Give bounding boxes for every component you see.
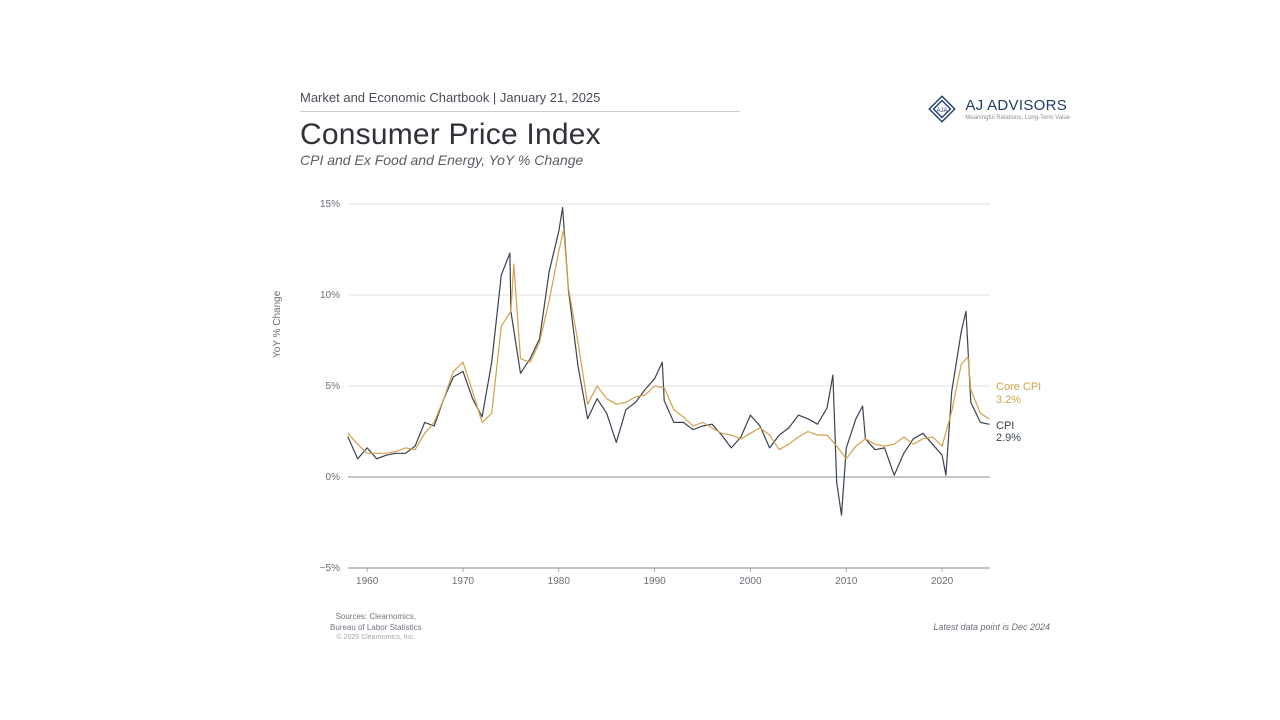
svg-text:1980: 1980 [548,576,571,587]
chart-subtitle: CPI and Ex Food and Energy, YoY % Change [300,152,1060,168]
line-chart-svg: −5% 0% 5% 10% 15% 1960 1970 1980 1990 2000 2010 202… [300,198,1060,598]
brand-logo: AJA AJ ADVISORS Meaningful Relations, Lo… [927,94,1070,124]
series-cpi [348,208,989,516]
latest-datapoint-text: Latest data point is Dec 2024 [933,622,1050,632]
chart-card: Market and Economic Chartbook | January … [300,90,1060,630]
svg-text:0%: 0% [326,472,341,483]
svg-text:2020: 2020 [931,576,954,587]
svg-text:2000: 2000 [739,576,762,587]
sources-line1: Sources: Clearnomics, [330,612,422,622]
svg-text:−5%: −5% [320,563,340,574]
sources-text: Sources: Clearnomics, Bureau of Labor St… [330,612,422,642]
svg-text:AJA: AJA [937,108,948,114]
svg-text:1960: 1960 [356,576,379,587]
series-end-label-core_cpi: Core CPI3.2% [996,381,1041,406]
chart-area: YoY % Change −5%0%5%10%15%19601970198019… [300,198,1060,598]
logo-tagline: Meaningful Relations, Long-Term Value [965,115,1070,121]
series-core_cpi [348,230,989,459]
svg-text:15%: 15% [320,199,340,210]
series-end-label-cpi: CPI2.9% [996,420,1021,445]
svg-text:5%: 5% [326,381,341,392]
svg-text:2010: 2010 [835,576,858,587]
logo-mark-icon: AJA [927,94,957,124]
sources-line2: Bureau of Labor Statistics [330,623,422,633]
svg-text:1990: 1990 [644,576,667,587]
logo-brand-text: AJ ADVISORS [965,98,1070,113]
kicker-text: Market and Economic Chartbook | January … [300,90,740,112]
y-axis-label: YoY % Change [272,291,283,358]
copyright-text: © 2025 Clearnomics, Inc. [330,633,422,642]
svg-text:1970: 1970 [452,576,475,587]
svg-text:10%: 10% [320,290,340,301]
